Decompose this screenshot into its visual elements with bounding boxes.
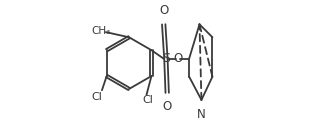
Text: Cl: Cl <box>91 92 102 102</box>
Text: CH₃: CH₃ <box>91 26 110 36</box>
Text: N: N <box>197 108 206 121</box>
Text: O: O <box>173 52 182 65</box>
Text: Cl: Cl <box>142 95 153 105</box>
Text: O: O <box>163 100 172 113</box>
Text: O: O <box>159 4 168 17</box>
Text: S: S <box>162 52 170 65</box>
